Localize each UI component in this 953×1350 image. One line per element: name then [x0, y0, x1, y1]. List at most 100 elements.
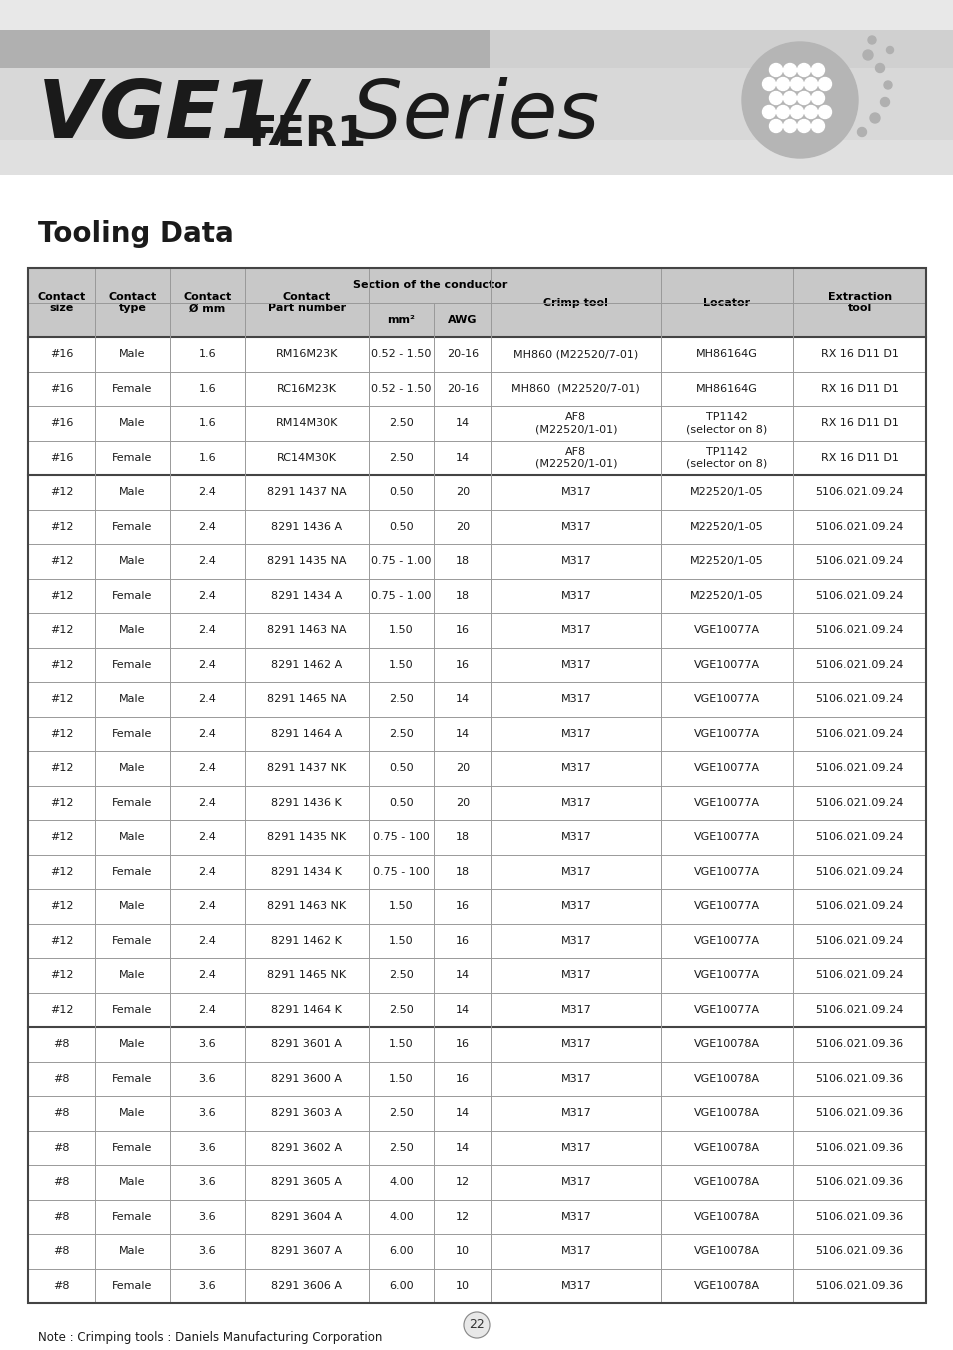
- Text: 8291 1464 K: 8291 1464 K: [271, 1004, 342, 1015]
- Text: 8291 1462 A: 8291 1462 A: [271, 660, 342, 670]
- Text: 2.4: 2.4: [198, 660, 216, 670]
- Text: 8291 3606 A: 8291 3606 A: [271, 1281, 342, 1291]
- Text: 8291 3600 A: 8291 3600 A: [271, 1073, 342, 1084]
- Circle shape: [862, 50, 872, 59]
- Text: 2.4: 2.4: [198, 487, 216, 497]
- Text: Female: Female: [112, 867, 152, 876]
- Text: 0.50: 0.50: [389, 487, 414, 497]
- Bar: [28, 406, 925, 440]
- Text: #8: #8: [53, 1281, 70, 1291]
- Text: 5106.021.09.24: 5106.021.09.24: [815, 729, 902, 738]
- Text: 5106.021.09.36: 5106.021.09.36: [815, 1073, 902, 1084]
- Text: M317: M317: [560, 1177, 591, 1187]
- Text: Female: Female: [112, 521, 152, 532]
- Text: 0.52 - 1.50: 0.52 - 1.50: [371, 350, 431, 359]
- Circle shape: [869, 113, 879, 123]
- Text: 2.50: 2.50: [389, 1142, 414, 1153]
- Text: VGE10077A: VGE10077A: [693, 729, 760, 738]
- Text: VGE10077A: VGE10077A: [693, 625, 760, 636]
- Text: 5106.021.09.24: 5106.021.09.24: [815, 625, 902, 636]
- Text: 20: 20: [456, 487, 470, 497]
- Text: 1.50: 1.50: [389, 660, 414, 670]
- Text: M317: M317: [560, 1108, 591, 1118]
- Text: 2.50: 2.50: [389, 452, 414, 463]
- Text: M22520/1-05: M22520/1-05: [689, 487, 763, 497]
- Text: 2.50: 2.50: [389, 971, 414, 980]
- Text: Female: Female: [112, 383, 152, 394]
- Text: Tooling Data: Tooling Data: [38, 220, 233, 248]
- Text: 4.00: 4.00: [389, 1212, 414, 1222]
- Text: 16: 16: [456, 660, 469, 670]
- Text: 20-16: 20-16: [446, 350, 478, 359]
- Text: 0.50: 0.50: [389, 763, 414, 774]
- Text: 1.50: 1.50: [389, 902, 414, 911]
- Circle shape: [769, 120, 781, 132]
- Text: #8: #8: [53, 1040, 70, 1049]
- Text: 6.00: 6.00: [389, 1246, 414, 1257]
- Text: 8291 1436 K: 8291 1436 K: [271, 798, 342, 807]
- Text: #12: #12: [50, 832, 73, 842]
- Text: 2.4: 2.4: [198, 591, 216, 601]
- Bar: [28, 544, 925, 579]
- Circle shape: [818, 77, 831, 90]
- Text: Female: Female: [112, 1212, 152, 1222]
- Text: Extraction
tool: Extraction tool: [826, 292, 891, 313]
- Text: Crimp tool: Crimp tool: [543, 297, 608, 308]
- Text: 8291 1462 K: 8291 1462 K: [271, 936, 342, 946]
- Text: 18: 18: [456, 832, 470, 842]
- Text: 8291 1435 NK: 8291 1435 NK: [267, 832, 346, 842]
- Text: #16: #16: [50, 452, 73, 463]
- Text: Contact
Ø mm: Contact Ø mm: [183, 292, 232, 313]
- Text: 1.50: 1.50: [389, 936, 414, 946]
- Text: Female: Female: [112, 660, 152, 670]
- Text: Contact
Part number: Contact Part number: [268, 292, 345, 313]
- Text: 6.00: 6.00: [389, 1281, 414, 1291]
- Text: Series: Series: [326, 77, 598, 155]
- Bar: [28, 682, 925, 717]
- Text: 8291 1434 A: 8291 1434 A: [271, 591, 342, 601]
- Text: 2.4: 2.4: [198, 763, 216, 774]
- Text: FER1: FER1: [248, 113, 366, 155]
- Circle shape: [797, 63, 810, 77]
- Text: M317: M317: [560, 832, 591, 842]
- Bar: [28, 1165, 925, 1200]
- Text: Note : Crimping tools : Daniels Manufacturing Corporation: Note : Crimping tools : Daniels Manufact…: [38, 1331, 382, 1345]
- Text: M317: M317: [560, 521, 591, 532]
- Text: 18: 18: [456, 556, 470, 566]
- Text: 14: 14: [456, 971, 470, 980]
- Text: 0.50: 0.50: [389, 798, 414, 807]
- Text: #12: #12: [50, 556, 73, 566]
- Text: Female: Female: [112, 798, 152, 807]
- Text: VGE10077A: VGE10077A: [693, 763, 760, 774]
- Text: Male: Male: [119, 1108, 146, 1118]
- Text: 5106.021.09.24: 5106.021.09.24: [815, 763, 902, 774]
- Text: 5106.021.09.36: 5106.021.09.36: [815, 1040, 902, 1049]
- Text: MH860 (M22520/7-01): MH860 (M22520/7-01): [513, 350, 638, 359]
- Text: M317: M317: [560, 556, 591, 566]
- Text: 3.6: 3.6: [198, 1212, 216, 1222]
- Text: RC16M23K: RC16M23K: [276, 383, 336, 394]
- Text: TP1142
(selector on 8): TP1142 (selector on 8): [685, 413, 767, 435]
- Bar: [28, 992, 925, 1027]
- Text: Male: Male: [119, 971, 146, 980]
- Text: 0.50: 0.50: [389, 521, 414, 532]
- Circle shape: [782, 92, 796, 104]
- Bar: [28, 819, 925, 855]
- Text: #12: #12: [50, 625, 73, 636]
- Bar: [28, 1269, 925, 1303]
- Bar: [28, 890, 925, 923]
- Text: M317: M317: [560, 694, 591, 705]
- Bar: [28, 786, 925, 819]
- Text: RX 16 D11 D1: RX 16 D11 D1: [820, 452, 898, 463]
- Text: 12: 12: [456, 1177, 470, 1187]
- Text: #12: #12: [50, 798, 73, 807]
- Text: Female: Female: [112, 1142, 152, 1153]
- Text: 5106.021.09.24: 5106.021.09.24: [815, 660, 902, 670]
- Bar: [28, 923, 925, 958]
- Circle shape: [803, 105, 817, 119]
- Text: Male: Male: [119, 832, 146, 842]
- Circle shape: [761, 77, 775, 90]
- Text: 2.50: 2.50: [389, 1108, 414, 1118]
- Text: 2.50: 2.50: [389, 729, 414, 738]
- Text: 0.75 - 1.00: 0.75 - 1.00: [371, 591, 431, 601]
